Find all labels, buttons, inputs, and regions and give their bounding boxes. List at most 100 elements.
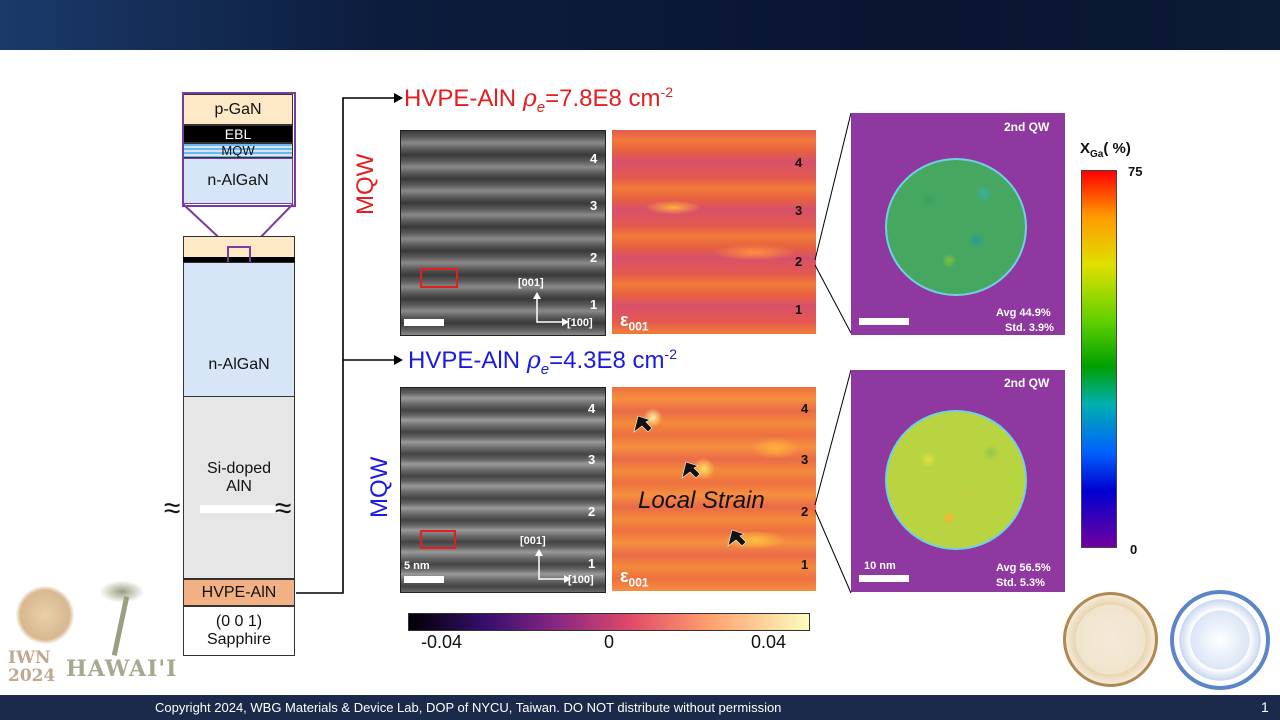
top-stem-well-4: 4: [590, 151, 598, 166]
connector-arrows: [296, 93, 403, 594]
xga-title: X: [1080, 140, 1091, 157]
bottom-eps: ε: [620, 566, 629, 586]
bottom-strain-well-3: 3: [801, 452, 809, 467]
xga-colorbar-title: XGa( %): [1080, 140, 1131, 160]
nycu-seal-icon: [1170, 590, 1270, 690]
bottom-stem-image: [400, 387, 606, 593]
top-stem-scalebar: [404, 319, 444, 326]
top-stem-well-3: 3: [590, 198, 598, 213]
top-strain-well-3: 3: [795, 203, 803, 218]
bottom-roi-box: [420, 530, 456, 549]
footer-bar: Copyright 2024, WBG Materials & Device L…: [0, 695, 1280, 720]
top-axis-arrows: [533, 292, 569, 326]
bottom-axis-v: [001]: [520, 535, 546, 547]
footer-page-number: 1: [1261, 699, 1269, 715]
xga-max: 75: [1128, 164, 1143, 179]
bottom-axis-arrows: [535, 549, 571, 583]
bottom-rho-sub: e: [540, 360, 550, 378]
bottom-composition-disk: [885, 410, 1027, 550]
bottom-stem-scalebar: [404, 576, 444, 583]
sapphire-layer: (0 0 1) Sapphire: [183, 606, 295, 656]
xga-title-unit: ( %): [1103, 140, 1131, 157]
mqw-label: MQW: [221, 143, 255, 158]
bottom-map-scale: 10 nm: [864, 560, 896, 572]
top-map-label: 2nd QW: [1004, 120, 1050, 134]
strain-tick-high: 0.04: [751, 632, 787, 652]
top-strain-map: [612, 130, 816, 334]
top-map-scalebar: [859, 318, 909, 325]
strain-tick-low: -0.04: [421, 632, 463, 652]
nalgan-top-label: n-AlGaN: [207, 172, 269, 189]
top-composition-disk: [885, 158, 1027, 296]
bottom-strain-well-2: 2: [801, 504, 809, 519]
hvpe-layer: HVPE-AlN: [183, 579, 295, 606]
pgan-layer: p-GaN: [183, 94, 293, 125]
hibiscus-icon: [16, 586, 74, 644]
top-eps-sub: 001: [628, 319, 649, 334]
iwn-logo: IWN 2024 HAWAI'I: [8, 578, 176, 688]
bottom-side-label: MQW: [366, 456, 393, 518]
bottom-zoom-lines: [814, 369, 852, 594]
iwn-text: IWN: [8, 648, 51, 668]
top-roi-box: [420, 268, 458, 288]
top-std: Std. 3.9%: [1005, 322, 1054, 334]
bottom-strain-well-1: 1: [801, 557, 809, 572]
nalgan-top-layer: n-AlGaN: [183, 158, 293, 204]
top-zoom-lines: [814, 112, 852, 334]
bottom-avg: Avg 56.5%: [996, 562, 1051, 574]
bottom-stem-well-1: 1: [588, 556, 596, 571]
strain-colorbar: [408, 613, 810, 631]
top-strain-well-4: 4: [795, 155, 803, 170]
ebl-label: EBL: [224, 126, 252, 142]
bottom-axis-h: [100]: [568, 574, 594, 586]
bottom-title-value: =4.3E8 cm: [549, 347, 665, 374]
top-title-prefix: HVPE-AlN: [404, 85, 523, 112]
pgan-label: p-GaN: [214, 100, 262, 118]
top-stem-well-1: 1: [590, 297, 598, 312]
strain-arrow-icons: [633, 415, 747, 547]
sidoped-layer: Si-doped AlN: [183, 396, 295, 579]
break-mark-left: ≈: [164, 492, 181, 525]
top-strain-well-1: 1: [795, 302, 803, 317]
top-axis-h: [100]: [567, 317, 593, 329]
top-axis-v: [001]: [518, 277, 544, 289]
top-stem-well-2: 2: [590, 250, 598, 265]
bottom-stem-well-2: 2: [588, 504, 596, 519]
top-stem-image: [400, 130, 606, 336]
bottom-title: HVPE-AlN ρe=4.3E8 cm-2: [408, 346, 677, 378]
top-title-exp: -2: [660, 84, 673, 100]
top-strain-well-2: 2: [795, 254, 803, 269]
xga-title-sub: Ga: [1090, 149, 1104, 160]
sidoped-label: Si-doped AlN: [206, 459, 272, 495]
hvpe-label: HVPE-AlN: [201, 583, 277, 601]
bottom-std: Std. 5.3%: [996, 577, 1045, 589]
ebl-layer: EBL: [183, 125, 293, 143]
university-seal-icon: [1063, 592, 1158, 687]
bottom-stem-well-3: 3: [588, 452, 596, 467]
bottom-eps-label: ε001: [620, 566, 649, 590]
top-title: HVPE-AlN ρe=7.8E8 cm-2: [404, 84, 673, 116]
top-avg: Avg 44.9%: [996, 307, 1051, 319]
bottom-stem-well-4: 4: [588, 401, 596, 416]
bottom-map-label: 2nd QW: [1004, 376, 1050, 390]
footer-copyright: Copyright 2024, WBG Materials & Device L…: [155, 700, 782, 715]
top-banner: [0, 0, 1280, 50]
top-eps-label: ε001: [620, 310, 649, 334]
hawaii-text: HAWAI'I: [66, 656, 178, 682]
bottom-title-exp: -2: [664, 346, 677, 362]
bottom-rho: ρ: [526, 346, 541, 374]
xga-min: 0: [1130, 542, 1138, 557]
top-side-label: MQW: [352, 153, 379, 215]
break-mark-right: ≈: [275, 492, 292, 525]
nalgan-label: n-AlGaN: [208, 355, 270, 373]
bottom-stem-scale: 5 nm: [404, 560, 430, 572]
nalgan-layer: n-AlGaN: [183, 262, 295, 397]
ebl-line: [183, 257, 295, 262]
xga-colorbar: [1081, 170, 1117, 548]
top-rho: ρ: [522, 84, 537, 112]
top-rho-sub: e: [536, 98, 546, 116]
local-strain-label: Local Strain: [638, 487, 765, 514]
bottom-map-scalebar: [859, 575, 909, 582]
bottom-title-prefix: HVPE-AlN: [408, 347, 527, 374]
break-gap: [200, 505, 280, 513]
